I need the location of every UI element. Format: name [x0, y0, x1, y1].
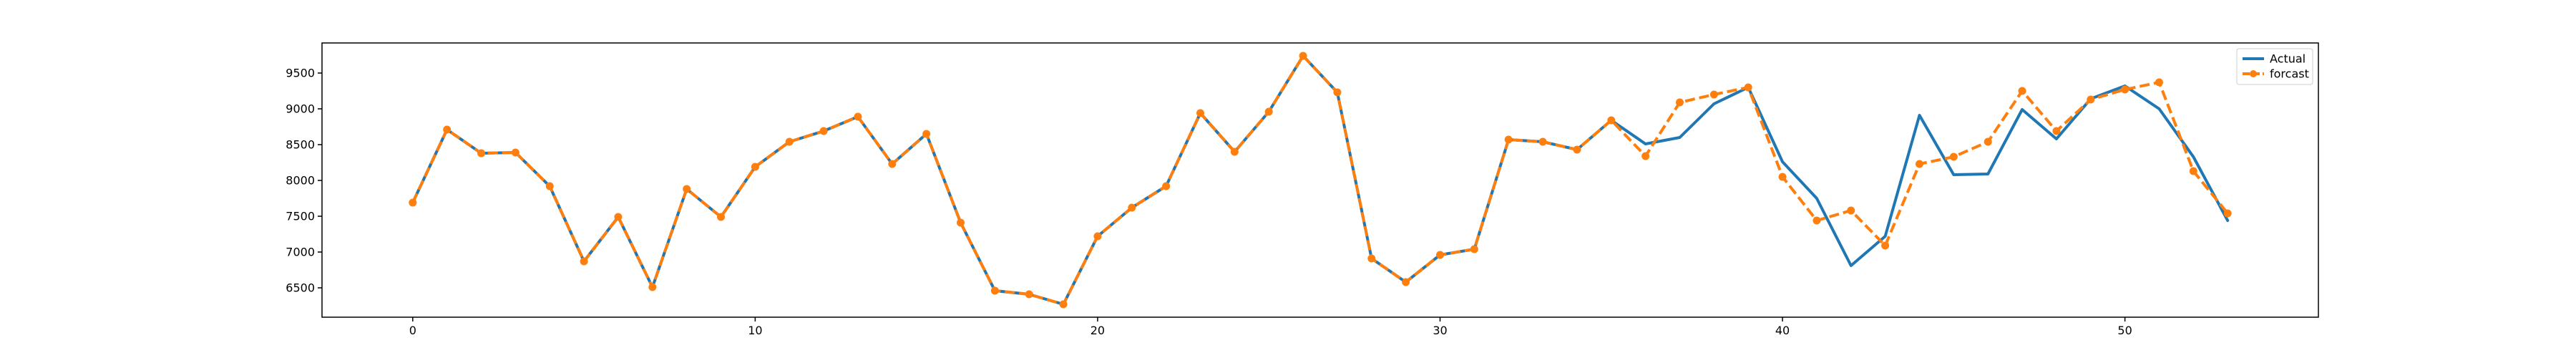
y-tick-label: 6500: [286, 281, 315, 295]
data-point-forcast: [1435, 251, 1444, 259]
data-point-forcast: [1813, 216, 1821, 225]
x-tick-label: 0: [409, 324, 416, 337]
plot-area: [409, 52, 2232, 309]
legend-label-forcast: forcast: [2270, 67, 2309, 81]
data-point-forcast: [1949, 153, 1958, 161]
data-point-forcast: [2189, 167, 2197, 175]
y-tick-label: 7500: [286, 210, 315, 223]
data-point-forcast: [1573, 145, 1581, 154]
data-point-forcast: [409, 198, 417, 207]
data-point-forcast: [1128, 203, 1136, 212]
series-line-forcast: [411, 54, 2229, 306]
data-point-forcast: [1538, 137, 1547, 146]
data-point-forcast: [2121, 85, 2129, 94]
data-point-forcast: [1093, 232, 1102, 241]
data-point-forcast: [1504, 135, 1513, 144]
x-tick-label: 20: [1091, 324, 1105, 337]
data-point-forcast: [1641, 152, 1650, 160]
x-tick-label: 10: [748, 324, 762, 337]
data-point-forcast: [1709, 90, 1718, 99]
data-point-forcast: [1675, 98, 1684, 107]
data-point-forcast: [1264, 107, 1273, 116]
data-point-forcast: [922, 130, 931, 138]
data-point-forcast: [957, 218, 965, 227]
data-point-forcast: [2018, 87, 2026, 95]
data-point-forcast: [1778, 173, 1787, 181]
data-point-forcast: [511, 148, 519, 157]
data-point-forcast: [1744, 83, 1752, 92]
data-point-forcast: [1915, 160, 1923, 168]
legend-label-actual: Actual: [2270, 52, 2306, 66]
data-point-forcast: [1367, 254, 1376, 263]
data-point-forcast: [477, 149, 486, 158]
data-point-forcast: [751, 163, 759, 171]
data-point-forcast: [1230, 147, 1239, 156]
data-point-forcast: [1333, 88, 1342, 97]
data-point-forcast: [990, 286, 999, 295]
x-tick-label: 30: [1433, 324, 1447, 337]
data-point-forcast: [648, 283, 657, 291]
axes: 0 10 20 30 40 50 6500 7000 7500 8000 8500 9000 9500: [286, 42, 2319, 337]
x-tick-label: 50: [2117, 324, 2132, 337]
data-point-forcast: [717, 213, 726, 221]
data-point-forcast: [819, 127, 828, 135]
data-point-forcast: [1025, 290, 1033, 299]
data-point-forcast: [1059, 300, 1068, 309]
data-point-forcast: [785, 137, 794, 146]
y-tick-label: 7000: [286, 246, 315, 259]
data-point-forcast: [1162, 182, 1171, 190]
data-point-forcast: [1881, 241, 1890, 250]
legend-marker-forcast: [2250, 70, 2257, 77]
data-point-forcast: [1470, 245, 1478, 253]
data-point-forcast: [2223, 209, 2232, 218]
y-tick-label: 8500: [286, 138, 315, 152]
data-point-forcast: [888, 160, 897, 168]
data-point-forcast: [2087, 95, 2095, 104]
y-tick-label: 8000: [286, 174, 315, 188]
y-tick-label: 9500: [286, 67, 315, 80]
data-point-forcast: [614, 213, 623, 221]
data-point-forcast: [2052, 127, 2061, 135]
data-point-forcast: [1847, 206, 1855, 215]
data-point-forcast: [1299, 52, 1307, 60]
data-point-forcast: [1607, 116, 1616, 125]
data-point-forcast: [2155, 78, 2163, 87]
data-point-forcast: [683, 185, 691, 193]
data-point-forcast: [1984, 137, 1992, 146]
y-tick-label: 9000: [286, 102, 315, 116]
data-point-forcast: [443, 125, 452, 134]
data-point-forcast: [545, 182, 554, 190]
data-point-forcast: [1196, 109, 1205, 117]
data-point-forcast: [1402, 278, 1410, 286]
x-tick-label: 40: [1775, 324, 1790, 337]
data-point-forcast: [580, 257, 588, 266]
data-point-forcast: [854, 112, 862, 121]
